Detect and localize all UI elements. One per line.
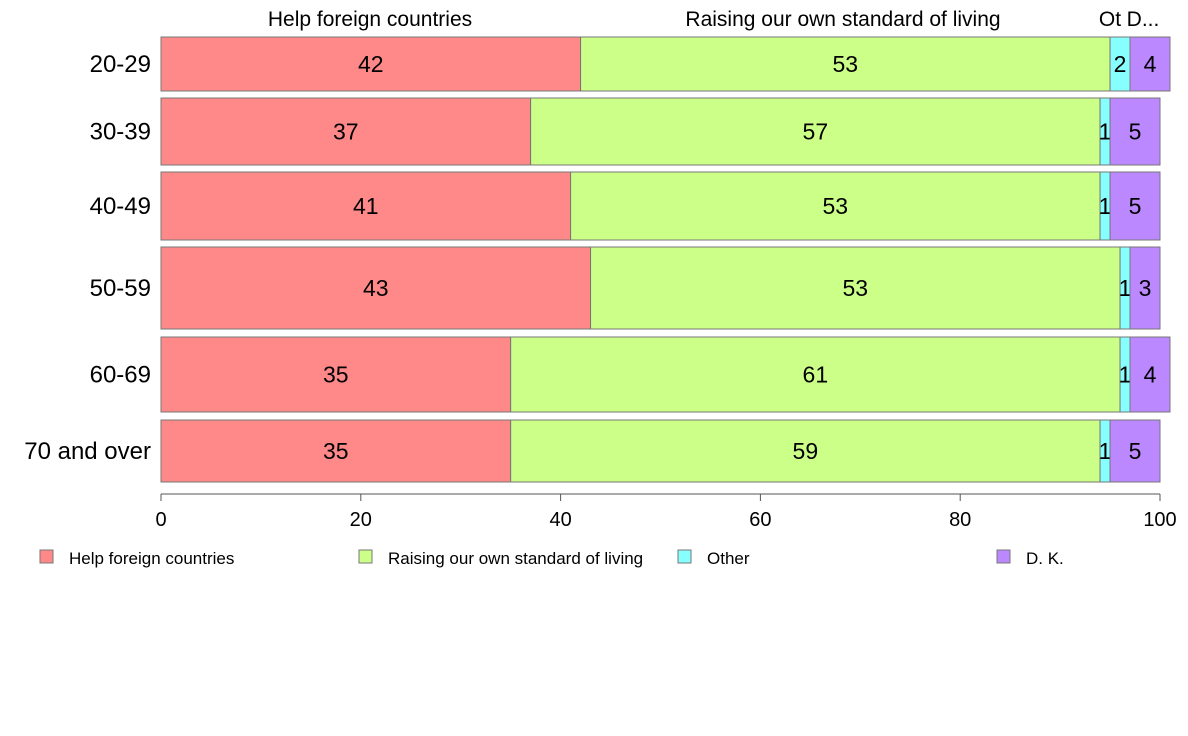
bar-value-label: 4 xyxy=(1144,51,1157,77)
bar-segment xyxy=(1129,336,1171,413)
bar-segment xyxy=(1129,36,1171,92)
bar-value-label: 3 xyxy=(1139,275,1152,301)
bar-value-label: 53 xyxy=(833,51,859,77)
bar-segment xyxy=(530,97,1101,166)
bar-segment xyxy=(160,97,532,166)
bar-segment xyxy=(1109,97,1161,166)
bar-value-label: 59 xyxy=(793,438,819,464)
category-label: 70 and over xyxy=(24,438,151,465)
column-header-label: D... xyxy=(1127,8,1160,31)
category-label: 40-49 xyxy=(90,193,151,220)
x-axis: 0 20 40 60 80 100 xyxy=(155,493,1177,531)
bar-segment xyxy=(160,419,512,483)
bar-value-label: 5 xyxy=(1129,193,1142,219)
bar-segment xyxy=(570,171,1101,241)
bar-segment xyxy=(590,246,1121,330)
bar-segment xyxy=(160,36,582,92)
bar-value-label: 1 xyxy=(1099,438,1112,464)
legend-label: Help foreign countries xyxy=(69,549,234,568)
x-tick-label: 100 xyxy=(1143,509,1176,531)
legend-swatch xyxy=(39,549,54,564)
bar-value-label: 1 xyxy=(1119,362,1132,388)
bar-value-label: 35 xyxy=(323,362,349,388)
bar-value-label: 61 xyxy=(803,362,829,388)
x-tick-label: 20 xyxy=(350,509,372,531)
legend: Help foreign countries Raising our own st… xyxy=(39,549,1064,568)
bar-segment xyxy=(1129,246,1161,330)
bar-value-label: 41 xyxy=(353,193,379,219)
bar-segment xyxy=(160,336,512,413)
bar-segment xyxy=(580,36,1111,92)
bar-value-label: 1 xyxy=(1099,193,1112,219)
category-label: 60-69 xyxy=(90,362,151,389)
legend-swatch xyxy=(677,549,692,564)
legend-label: D. K. xyxy=(1026,549,1064,568)
bar-area: 42 53 2 437 57 1 541 53 1 543 53 1 335 61 1 435 59 1 5 xyxy=(160,36,1171,483)
column-header-label: Help foreign countries xyxy=(268,8,472,31)
column-header-label: Raising our own standard of living xyxy=(685,8,1000,31)
bar-value-label: 53 xyxy=(823,193,849,219)
category-label: 20-29 xyxy=(90,51,151,78)
legend-swatch xyxy=(996,549,1011,564)
column-header-label: Ot xyxy=(1099,8,1121,31)
legend-label: Raising our own standard of living xyxy=(388,549,643,568)
bar-value-label: 43 xyxy=(363,275,389,301)
bar-segment xyxy=(160,246,592,330)
y-axis-labels: 20-29 30-39 40-49 50-59 60-69 70 and over xyxy=(24,51,151,465)
bar-value-label: 57 xyxy=(803,119,829,145)
category-label: 50-59 xyxy=(90,275,151,302)
x-tick-label: 80 xyxy=(949,509,971,531)
bar-value-label: 37 xyxy=(333,119,359,145)
bar-value-label: 5 xyxy=(1129,119,1142,145)
bar-segment xyxy=(1109,419,1161,483)
category-label: 30-39 xyxy=(90,119,151,146)
bar-value-label: 2 xyxy=(1114,51,1127,77)
bar-segment xyxy=(510,419,1101,483)
bar-value-label: 4 xyxy=(1144,362,1157,388)
bar-segment xyxy=(1109,171,1161,241)
bar-segment xyxy=(160,171,572,241)
bar-value-label: 53 xyxy=(843,275,869,301)
legend-label: Other xyxy=(707,549,750,568)
bar-value-label: 42 xyxy=(358,51,384,77)
bar-value-label: 1 xyxy=(1119,275,1132,301)
x-tick-label: 0 xyxy=(155,509,166,531)
x-tick-label: 60 xyxy=(749,509,771,531)
bar-value-label: 35 xyxy=(323,438,349,464)
legend-swatch xyxy=(358,549,373,564)
bar-segment xyxy=(510,336,1121,413)
bar-value-label: 5 xyxy=(1129,438,1142,464)
x-tick-label: 40 xyxy=(549,509,571,531)
bar-value-label: 1 xyxy=(1099,119,1112,145)
column-header-labels: Help foreign countries Raising our own st… xyxy=(268,8,1159,31)
